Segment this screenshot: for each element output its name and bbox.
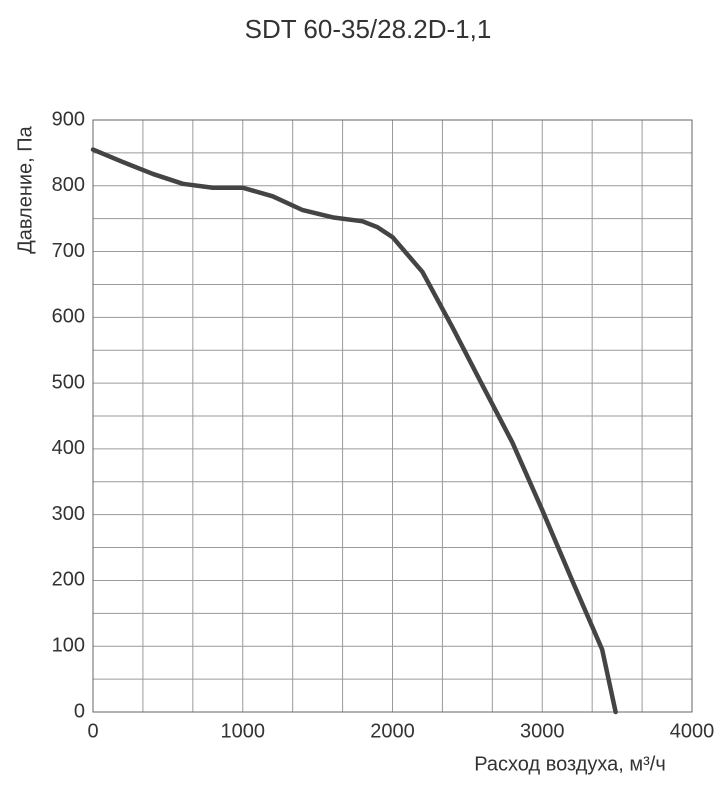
y-tick-label: 600 — [52, 306, 85, 328]
x-axis-label: Расход воздуха, м³/ч — [474, 753, 666, 775]
line-series — [90, 147, 618, 715]
x-tick-label: 3000 — [520, 720, 565, 742]
x-tick-label: 4000 — [670, 720, 715, 742]
x-tick-label: 2000 — [370, 720, 415, 742]
y-tick-label: 100 — [52, 635, 85, 657]
x-tick-label: 1000 — [221, 720, 266, 742]
y-tick-label: 300 — [52, 503, 85, 525]
y-tick-label: 700 — [52, 240, 85, 262]
y-tick-label: 500 — [52, 371, 85, 393]
y-tick-label: 400 — [52, 437, 85, 459]
y-axis-label: Давление, Па — [14, 125, 36, 253]
y-tick-label: 0 — [74, 700, 85, 722]
plot-border — [92, 119, 693, 713]
y-tick-label: 800 — [52, 174, 85, 196]
y-tick-label: 200 — [52, 569, 85, 591]
x-tick-label: 0 — [87, 720, 98, 742]
y-tick-label: 900 — [52, 108, 85, 130]
chart-title: SDT 60-35/28.2D-1,1 — [245, 14, 492, 44]
